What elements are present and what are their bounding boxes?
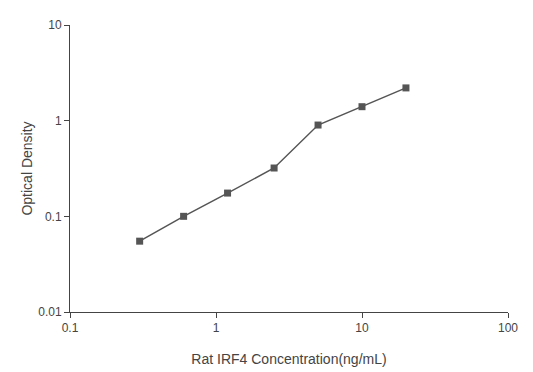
svg-text:0.1: 0.1 — [45, 210, 62, 224]
svg-text:1: 1 — [55, 114, 62, 128]
svg-text:Rat IRF4 Concentration(ng/mL): Rat IRF4 Concentration(ng/mL) — [191, 351, 386, 367]
svg-text:0.01: 0.01 — [38, 305, 62, 319]
svg-text:100: 100 — [498, 321, 518, 335]
svg-text:0.1: 0.1 — [62, 321, 79, 335]
svg-text:10: 10 — [355, 321, 369, 335]
svg-text:10: 10 — [48, 18, 62, 32]
svg-text:1: 1 — [213, 321, 220, 335]
svg-text:Optical Density: Optical Density — [19, 121, 35, 215]
